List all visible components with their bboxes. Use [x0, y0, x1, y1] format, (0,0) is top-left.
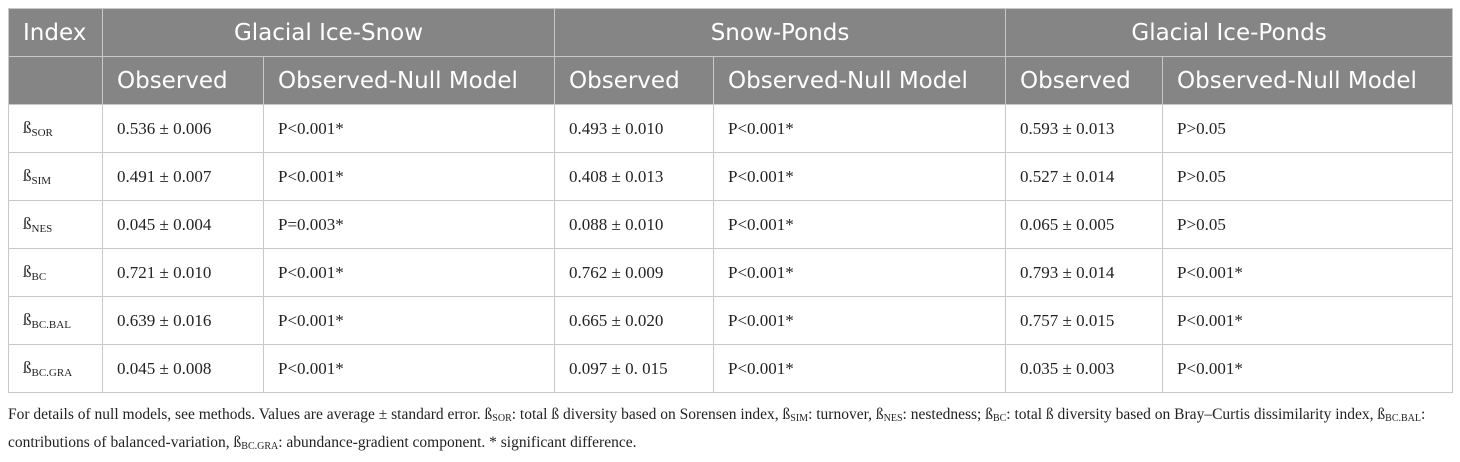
data-cell: 0.088 ± 0.010 — [554, 200, 715, 249]
data-cell: 0.757 ± 0.015 — [1005, 296, 1164, 345]
subheader-cell: Observed — [102, 56, 264, 105]
index-cell: ßBC.GRA — [8, 344, 103, 393]
data-cell: 0.493 ± 0.010 — [554, 104, 715, 153]
data-cell: P<0.001* — [262, 152, 556, 201]
index-cell: ßSIM — [8, 152, 103, 201]
data-cell: P<0.001* — [1162, 296, 1454, 345]
data-cell: 0.639 ± 0.016 — [102, 296, 264, 345]
table-wrap: Index Glacial Ice-Snow Snow-Ponds Glacial I… — [8, 8, 1454, 393]
subheader-row: Observed Observed-Null Model Observed Obser… — [8, 56, 1454, 105]
header-cell: Glacial Ice-Ponds — [1005, 8, 1454, 57]
data-cell: 0.762 ± 0.009 — [554, 248, 715, 297]
data-row: ßSOR 0.536 ± 0.006 P<0.001* 0.493 ± 0.010 P<… — [8, 104, 1454, 153]
footnote-text: : total ß diversity based on Bray–Curtis… — [1006, 406, 1386, 423]
data-cell: P<0.001* — [262, 104, 556, 153]
footnote-text: : nestedness; ß — [902, 406, 993, 423]
index-cell: ßNES — [8, 200, 103, 249]
footnote-text: : abundance-gradient component. * signif… — [278, 434, 637, 451]
data-row: ßBC.BAL 0.639 ± 0.016 P<0.001* 0.665 ± 0.02… — [8, 296, 1454, 345]
footnote-text: : contributions of balanced-variation, ß — [8, 406, 1426, 451]
data-row: ßSIM 0.491 ± 0.007 P<0.001* 0.408 ± 0.013 P<… — [8, 152, 1454, 201]
index-symbol: ß — [23, 214, 32, 233]
footnote-text: : total ß diversity based on Sorensen in… — [511, 406, 791, 423]
index-subscript: BC.BAL — [31, 319, 71, 331]
index-subscript: SOR — [31, 127, 53, 139]
header-cell: Index — [8, 8, 103, 57]
footnote-text: For details of null models, see methods.… — [8, 406, 493, 423]
data-cell: P>0.05 — [1162, 152, 1454, 201]
header-cell: Snow-Ponds — [554, 8, 1007, 57]
data-cell: P<0.001* — [262, 248, 556, 297]
data-cell: 0.593 ± 0.013 — [1005, 104, 1164, 153]
header-cell — [8, 56, 103, 105]
data-cell: 0.097 ± 0. 015 — [554, 344, 715, 393]
data-cell: P<0.001* — [713, 296, 1007, 345]
data-row: ßBC 0.721 ± 0.010 P<0.001* 0.762 ± 0.009 P<0… — [8, 248, 1454, 297]
data-cell: P<0.001* — [262, 344, 556, 393]
data-cell: P>0.05 — [1162, 200, 1454, 249]
footnote-subscript: BC.GRA — [241, 441, 279, 452]
header-cell: Glacial Ice-Snow — [101, 8, 556, 57]
subheader-cell: Observed-Null Model — [262, 56, 556, 105]
footnote-subscript: SOR — [492, 413, 512, 424]
footnote-subscript: SIM — [790, 413, 809, 424]
subheader-cell: Observed-Null Model — [713, 56, 1007, 105]
footnote-text: : turnover, ß — [808, 406, 884, 423]
index-symbol: ß — [23, 118, 32, 137]
data-cell: P<0.001* — [713, 248, 1007, 297]
index-cell: ßSOR — [8, 104, 103, 153]
data-cell: P>0.05 — [1162, 104, 1454, 153]
data-cell: P<0.001* — [1162, 248, 1454, 297]
index-subscript: SIM — [31, 175, 52, 187]
data-cell: 0.527 ± 0.014 — [1005, 152, 1164, 201]
index-symbol: ß — [23, 310, 32, 329]
data-cell: P<0.001* — [262, 296, 556, 345]
data-cell: 0.665 ± 0.020 — [554, 296, 715, 345]
footnote-subscript: BC — [992, 413, 1007, 424]
data-cell: 0.491 ± 0.007 — [102, 152, 264, 201]
data-cell: 0.045 ± 0.008 — [102, 344, 264, 393]
data-cell: P<0.001* — [713, 344, 1007, 393]
index-subscript: NES — [31, 223, 53, 235]
data-row: ßNES 0.045 ± 0.004 P=0.003* 0.088 ± 0.010 P<… — [8, 200, 1454, 249]
index-cell: ßBC — [8, 248, 103, 297]
footnote: For details of null models, see methods.… — [8, 403, 1452, 459]
data-cell: 0.793 ± 0.014 — [1005, 248, 1164, 297]
subheader-cell: Observed-Null Model — [1162, 56, 1454, 105]
data-cell: 0.035 ± 0.003 — [1005, 344, 1164, 393]
data-cell: 0.536 ± 0.006 — [102, 104, 264, 153]
index-subscript: BC.GRA — [31, 367, 73, 379]
footnote-subscript: NES — [883, 413, 903, 424]
data-cell: P=0.003* — [262, 200, 556, 249]
footnote-subscript: BC.BAL — [1385, 413, 1421, 424]
data-row: ßBC.GRA 0.045 ± 0.008 P<0.001* 0.097 ± 0. 0… — [8, 344, 1454, 393]
index-symbol: ß — [23, 262, 32, 281]
data-cell: P<0.001* — [713, 104, 1007, 153]
data-cell: 0.065 ± 0.005 — [1005, 200, 1164, 249]
header-row: Index Glacial Ice-Snow Snow-Ponds Glacial I… — [8, 8, 1454, 57]
data-cell: P<0.001* — [713, 152, 1007, 201]
data-cell: P<0.001* — [713, 200, 1007, 249]
index-symbol: ß — [23, 358, 32, 377]
table: Index Glacial Ice-Snow Snow-Ponds Glacial I… — [8, 8, 1454, 393]
data-cell: P<0.001* — [1162, 344, 1454, 393]
subheader-cell: Observed — [554, 56, 715, 105]
data-cell: 0.045 ± 0.004 — [102, 200, 264, 249]
index-symbol: ß — [23, 166, 32, 185]
subheader-cell: Observed — [1005, 56, 1164, 105]
data-cell: 0.721 ± 0.010 — [102, 248, 264, 297]
data-cell: 0.408 ± 0.013 — [554, 152, 715, 201]
index-subscript: BC — [31, 271, 47, 283]
index-cell: ßBC.BAL — [8, 296, 103, 345]
